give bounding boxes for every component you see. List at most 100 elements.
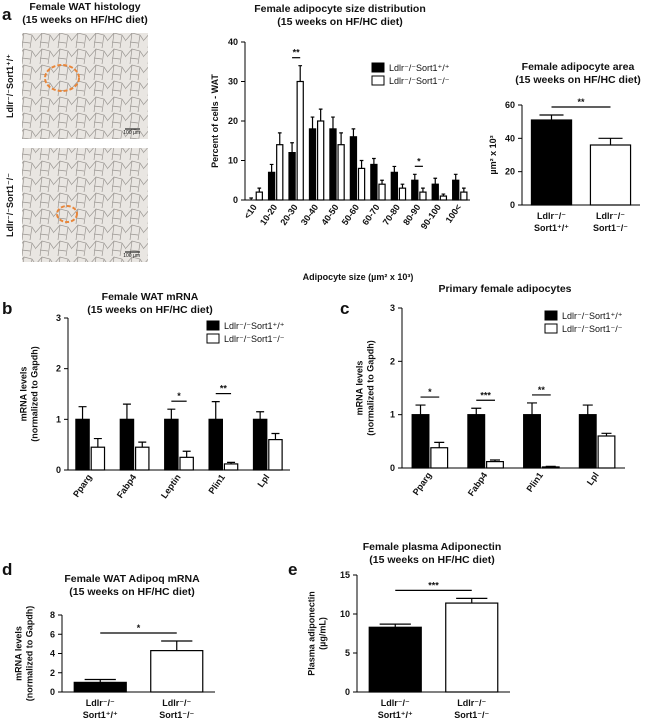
legend-label: Ldlr⁻/⁻Sort1⁺/⁺: [562, 311, 623, 321]
legend-swatch: [371, 75, 385, 86]
error-bar: [415, 404, 426, 415]
bar: [419, 191, 427, 201]
error-bar: [392, 165, 397, 173]
error-bar: [489, 459, 501, 462]
legend-swatch: [544, 323, 558, 334]
error-bar: [339, 132, 343, 145]
chart-title: (15 weeks on HF/HC diet): [69, 586, 194, 598]
bar: [255, 191, 263, 201]
bar: [73, 681, 127, 693]
significance-label: *: [177, 391, 181, 401]
y-axis-label: (normalized to Gapdh): [25, 606, 35, 702]
error-bar: [161, 640, 193, 651]
y-tick-label: 0: [345, 687, 350, 697]
error-bar: [351, 128, 356, 137]
error-bar: [434, 441, 445, 448]
chart-title: Primary female adipocytes: [438, 283, 571, 295]
error-bar: [582, 404, 593, 415]
bar: [135, 446, 150, 471]
error-bar: [84, 678, 116, 683]
image-label: Ldlr⁻/⁻Sort1⁺/⁺: [5, 54, 15, 118]
chart-title: (15 weeks on HF/HC diet): [277, 16, 402, 28]
histology-title: (15 weeks on HF/HC diet): [22, 14, 147, 26]
chart-title: Female adipocyte size distribution: [254, 3, 426, 15]
panel-letter: c: [340, 299, 349, 318]
y-tick-label: 1: [390, 410, 395, 420]
bar: [589, 144, 632, 206]
x-tick-label: Sort1⁺/⁺: [534, 223, 569, 233]
bar: [150, 650, 204, 693]
y-tick-label: 10: [340, 609, 350, 619]
histology-image: [22, 148, 148, 262]
error-bar: [138, 441, 147, 448]
x-tick-label: Sort1⁻/⁻: [593, 223, 628, 233]
bar: [430, 447, 449, 469]
bar: [349, 136, 358, 201]
x-tick-label: <10: [242, 202, 259, 220]
error-bar: [545, 465, 556, 467]
bar: [288, 152, 296, 201]
x-tick-label: Plin1: [524, 470, 545, 493]
x-tick-label: Fabp4: [466, 470, 489, 497]
bar: [223, 463, 239, 471]
x-tick-label: Ldlr⁻/⁻: [537, 211, 566, 221]
bar: [452, 179, 460, 201]
error-bar: [290, 142, 294, 153]
error-bar: [167, 408, 176, 420]
bar: [411, 179, 419, 201]
bar: [411, 414, 430, 469]
x-tick-label: Sort1⁺/⁺: [378, 710, 413, 720]
chart-title: Female WAT Adipoq mRNA: [64, 573, 200, 585]
bar: [431, 183, 439, 201]
bar: [208, 418, 224, 471]
y-tick-label: 2: [56, 364, 61, 374]
bar: [390, 171, 399, 201]
cell-outline: [44, 64, 80, 92]
y-tick-label: 2: [50, 668, 55, 678]
y-tick-label: 10: [228, 156, 238, 166]
y-tick-label: 40: [228, 37, 238, 47]
x-tick-label: Leptin: [159, 472, 183, 500]
error-bar: [256, 411, 265, 420]
scale-label: 100 µm: [123, 130, 140, 136]
y-tick-label: 20: [228, 116, 238, 126]
y-tick-label: 30: [228, 77, 238, 87]
y-tick-label: 0: [390, 463, 395, 473]
bar: [252, 418, 268, 471]
panel-letter: b: [2, 299, 12, 318]
x-tick-label: Pparg: [71, 472, 94, 499]
bar: [329, 128, 337, 201]
x-tick-label: Ldlr⁻/⁻: [162, 698, 191, 708]
y-tick-label: 4: [50, 649, 55, 659]
cell-outline: [56, 205, 78, 223]
bar: [308, 128, 317, 201]
bar: [597, 435, 616, 469]
significance-label: *: [417, 156, 421, 166]
y-tick-label: 0: [510, 200, 515, 210]
error-bar: [257, 187, 262, 193]
bar: [530, 119, 573, 206]
significance-label: **: [538, 385, 546, 395]
y-axis-label: Percent of cells - WAT: [210, 74, 220, 168]
bar: [268, 439, 283, 471]
chart-title: Female plasma Adiponectin: [363, 541, 501, 553]
bar: [370, 163, 378, 201]
error-bar: [271, 432, 280, 440]
legend-swatch: [371, 62, 385, 73]
x-axis-label: Adipocyte size (µm² x 10³): [303, 272, 414, 282]
y-tick-label: 60: [505, 100, 515, 110]
x-tick-label: Sort1⁻/⁻: [454, 710, 489, 720]
bar: [368, 626, 422, 693]
chart-title: Female WAT mRNA: [102, 291, 199, 303]
error-bar: [462, 187, 466, 193]
error-bar: [182, 450, 191, 458]
panel-letter: e: [288, 560, 297, 579]
x-tick-label: Pparg: [411, 470, 434, 497]
y-tick-label: 3: [56, 313, 61, 323]
significance-label: **: [293, 48, 301, 58]
y-tick-label: 0: [56, 465, 61, 475]
scale-label: 100 µm: [123, 253, 140, 259]
bar: [119, 418, 135, 471]
error-bar: [78, 406, 87, 420]
